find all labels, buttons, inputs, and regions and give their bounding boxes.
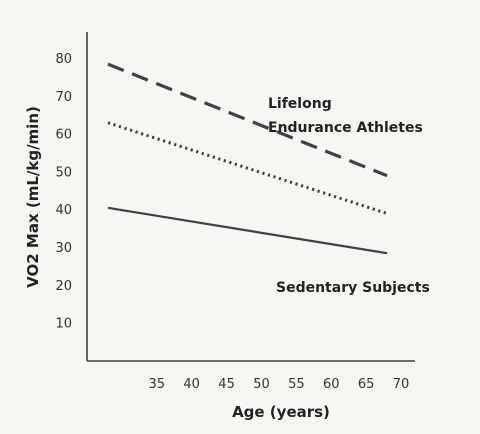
x-tick-label-60: 60	[323, 377, 340, 392]
athletes-annotation-line1: Lifelong	[268, 96, 332, 112]
sedentary-annotation: Sedentary Subjects	[276, 280, 430, 296]
x-tick-labels: 35 40 45 50 55 60 65 70	[149, 377, 410, 392]
y-tick-label-40: 40	[55, 203, 72, 218]
series-line-dashed	[107, 62, 388, 178]
x-axis-title: Age (years)	[232, 403, 330, 421]
x-tick-label-45: 45	[218, 377, 235, 392]
x-tick-label-55: 55	[288, 377, 305, 392]
x-tick-label-40: 40	[183, 377, 200, 392]
athletes-annotation-line2: Endurance Athletes	[268, 120, 423, 136]
y-tick-label-30: 30	[55, 241, 72, 256]
x-tick-label-35: 35	[149, 377, 166, 392]
y-tick-label-70: 70	[55, 90, 72, 105]
series-lines	[107, 62, 388, 255]
y-axis-title: VO2 Max (mL/kg/min)	[24, 106, 42, 288]
y-tick-label-80: 80	[55, 52, 72, 67]
y-tick-label-20: 20	[55, 279, 72, 294]
y-tick-labels: 10 20 30 40 50 60 70 80	[55, 52, 72, 332]
x-tick-label-65: 65	[358, 377, 375, 392]
series-line-dotted	[107, 121, 388, 215]
y-tick-label-50: 50	[55, 165, 72, 180]
x-tick-label-70: 70	[393, 377, 410, 392]
x-tick-label-50: 50	[253, 377, 270, 392]
axes	[86, 32, 415, 362]
series-line-solid	[107, 206, 388, 255]
y-tick-label-60: 60	[55, 128, 72, 143]
y-tick-label-10: 10	[55, 317, 72, 332]
